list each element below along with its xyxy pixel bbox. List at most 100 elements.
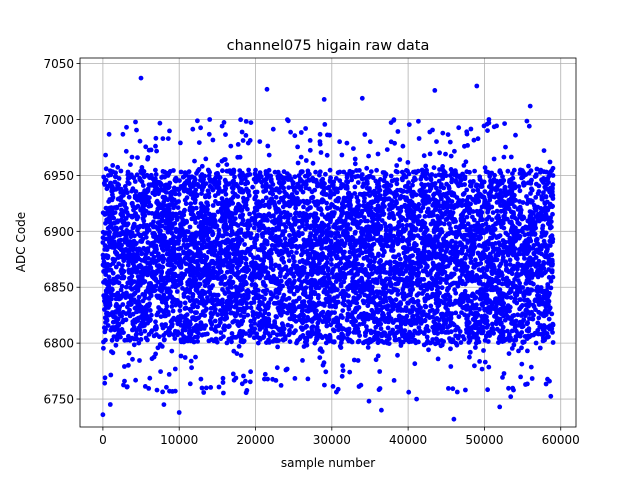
- data-point: [523, 313, 528, 319]
- data-point: [192, 215, 198, 221]
- data-point: [321, 253, 326, 259]
- data-point: [257, 307, 263, 313]
- data-point: [275, 169, 281, 175]
- data-point: [147, 318, 153, 324]
- data-point: [418, 208, 424, 214]
- data-point: [161, 333, 167, 338]
- data-point: [432, 191, 437, 197]
- data-point: [471, 179, 476, 184]
- data-point: [220, 168, 225, 174]
- data-point: [282, 236, 288, 242]
- data-point: [142, 328, 148, 334]
- data-point: [411, 169, 416, 175]
- data-point: [329, 262, 334, 267]
- data-point: [354, 168, 359, 173]
- data-point: [140, 183, 146, 188]
- data-point: [315, 183, 320, 189]
- data-point: [153, 326, 159, 332]
- data-point: [546, 275, 552, 280]
- data-point: [253, 167, 258, 173]
- data-point: [395, 292, 401, 297]
- data-point: [121, 330, 126, 335]
- data-point: [102, 307, 107, 312]
- data-point: [352, 184, 358, 190]
- data-point: [468, 310, 474, 316]
- data-point: [246, 188, 251, 194]
- data-point: [245, 312, 251, 318]
- data-point: [317, 172, 322, 178]
- data-point: [270, 339, 276, 344]
- data-point: [517, 188, 523, 194]
- data-point: [188, 332, 194, 337]
- data-point: [232, 304, 238, 310]
- data-point: [426, 249, 432, 255]
- data-point: [502, 313, 507, 318]
- data-point: [222, 211, 228, 217]
- data-point: [224, 340, 230, 346]
- data-point: [116, 238, 122, 244]
- data-point: [536, 189, 542, 194]
- data-point: [135, 203, 141, 209]
- data-point: [281, 325, 286, 330]
- data-point: [355, 326, 361, 331]
- data-point: [239, 170, 245, 176]
- data-point: [248, 323, 254, 329]
- data-point: [153, 167, 158, 173]
- data-point: [426, 328, 431, 334]
- data-point: [155, 206, 161, 212]
- data-point: [174, 214, 180, 220]
- data-point: [110, 319, 116, 325]
- data-point: [517, 199, 522, 204]
- data-point: [261, 189, 266, 194]
- data-point: [181, 294, 187, 299]
- data-point: [418, 277, 423, 283]
- data-point: [216, 181, 222, 187]
- data-point: [291, 308, 297, 314]
- data-point: [464, 313, 470, 319]
- data-point: [446, 184, 452, 189]
- data-point: [439, 285, 445, 291]
- data-point: [246, 193, 252, 198]
- data-point: [160, 218, 165, 224]
- data-point: [407, 330, 413, 336]
- data-point: [484, 325, 490, 330]
- data-point: [220, 199, 226, 205]
- data-point: [229, 285, 235, 290]
- data-point: [333, 188, 338, 194]
- data-point: [324, 284, 330, 289]
- data-point: [477, 174, 483, 180]
- data-point: [501, 225, 507, 231]
- data-point: [444, 200, 449, 206]
- data-point: [550, 211, 555, 217]
- data-point: [261, 334, 267, 339]
- data-point: [287, 328, 292, 333]
- data-point: [101, 339, 106, 345]
- data-point: [519, 330, 525, 335]
- data-point: [310, 175, 315, 181]
- data-point: [213, 199, 218, 204]
- data-point: [340, 308, 346, 313]
- data-point: [218, 208, 224, 214]
- data-point: [230, 319, 236, 325]
- data-point: [204, 255, 210, 261]
- data-point: [322, 303, 327, 308]
- data-point: [521, 317, 527, 323]
- data-point: [285, 322, 291, 328]
- data-point: [282, 266, 287, 272]
- data-point: [338, 313, 344, 318]
- data-point: [254, 189, 260, 195]
- data-point: [517, 204, 523, 210]
- data-point: [413, 340, 419, 346]
- data-point: [293, 328, 298, 334]
- data-point: [404, 223, 410, 228]
- data-point: [251, 335, 257, 341]
- data-point: [511, 185, 517, 191]
- data-point: [545, 325, 550, 330]
- data-point: [149, 241, 154, 246]
- data-point: [168, 319, 174, 325]
- data-point: [507, 337, 513, 343]
- data-point: [215, 292, 221, 298]
- data-point: [192, 175, 197, 181]
- data-point: [273, 194, 279, 200]
